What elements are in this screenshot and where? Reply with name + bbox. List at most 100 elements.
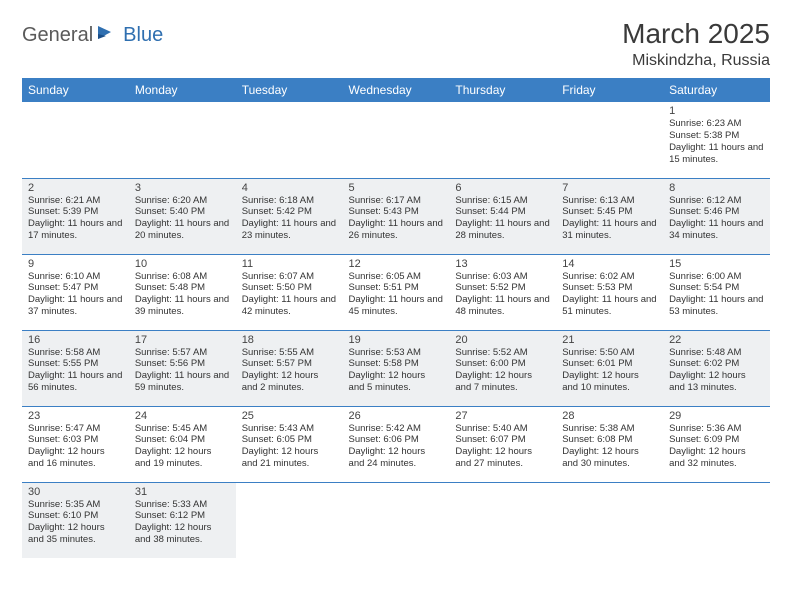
calendar-cell: 4Sunrise: 6:18 AMSunset: 5:42 PMDaylight… xyxy=(236,178,343,254)
day-number: 19 xyxy=(349,334,444,346)
sunrise-text: Sunrise: 5:48 AM xyxy=(669,347,764,359)
daylight-text: Daylight: 12 hours and 16 minutes. xyxy=(28,446,123,470)
day-info: Sunrise: 5:50 AMSunset: 6:01 PMDaylight:… xyxy=(562,347,657,395)
daylight-text: Daylight: 11 hours and 31 minutes. xyxy=(562,218,657,242)
sunset-text: Sunset: 6:10 PM xyxy=(28,510,123,522)
calendar-cell: 6Sunrise: 6:15 AMSunset: 5:44 PMDaylight… xyxy=(449,178,556,254)
weekday-header: Saturday xyxy=(663,78,770,102)
day-number: 6 xyxy=(455,182,550,194)
day-number: 3 xyxy=(135,182,230,194)
daylight-text: Daylight: 11 hours and 42 minutes. xyxy=(242,294,337,318)
daylight-text: Daylight: 11 hours and 56 minutes. xyxy=(28,370,123,394)
day-number: 10 xyxy=(135,258,230,270)
day-number: 12 xyxy=(349,258,444,270)
sunset-text: Sunset: 6:06 PM xyxy=(349,434,444,446)
calendar-cell: 11Sunrise: 6:07 AMSunset: 5:50 PMDayligh… xyxy=(236,254,343,330)
day-info: Sunrise: 5:52 AMSunset: 6:00 PMDaylight:… xyxy=(455,347,550,395)
day-number: 20 xyxy=(455,334,550,346)
day-number: 30 xyxy=(28,486,123,498)
daylight-text: Daylight: 12 hours and 5 minutes. xyxy=(349,370,444,394)
day-number: 29 xyxy=(669,410,764,422)
brand-part1: General xyxy=(22,24,93,47)
sunrise-text: Sunrise: 6:17 AM xyxy=(349,195,444,207)
day-info: Sunrise: 5:48 AMSunset: 6:02 PMDaylight:… xyxy=(669,347,764,395)
day-number: 21 xyxy=(562,334,657,346)
sunrise-text: Sunrise: 6:08 AM xyxy=(135,271,230,283)
calendar-cell: 20Sunrise: 5:52 AMSunset: 6:00 PMDayligh… xyxy=(449,330,556,406)
daylight-text: Daylight: 11 hours and 23 minutes. xyxy=(242,218,337,242)
day-number: 1 xyxy=(669,105,764,117)
calendar-cell: 2Sunrise: 6:21 AMSunset: 5:39 PMDaylight… xyxy=(22,178,129,254)
day-info: Sunrise: 5:58 AMSunset: 5:55 PMDaylight:… xyxy=(28,347,123,395)
day-number: 25 xyxy=(242,410,337,422)
sunrise-text: Sunrise: 6:23 AM xyxy=(669,118,764,130)
calendar-body: 1Sunrise: 6:23 AMSunset: 5:38 PMDaylight… xyxy=(22,102,770,558)
day-number: 5 xyxy=(349,182,444,194)
daylight-text: Daylight: 12 hours and 7 minutes. xyxy=(455,370,550,394)
daylight-text: Daylight: 12 hours and 2 minutes. xyxy=(242,370,337,394)
sunrise-text: Sunrise: 5:55 AM xyxy=(242,347,337,359)
day-info: Sunrise: 6:23 AMSunset: 5:38 PMDaylight:… xyxy=(669,118,764,166)
day-number: 26 xyxy=(349,410,444,422)
day-info: Sunrise: 5:57 AMSunset: 5:56 PMDaylight:… xyxy=(135,347,230,395)
daylight-text: Daylight: 11 hours and 26 minutes. xyxy=(349,218,444,242)
weekday-header: Wednesday xyxy=(343,78,450,102)
day-info: Sunrise: 6:07 AMSunset: 5:50 PMDaylight:… xyxy=(242,271,337,319)
calendar-row: 1Sunrise: 6:23 AMSunset: 5:38 PMDaylight… xyxy=(22,102,770,178)
calendar-cell: 21Sunrise: 5:50 AMSunset: 6:01 PMDayligh… xyxy=(556,330,663,406)
sunset-text: Sunset: 5:47 PM xyxy=(28,282,123,294)
sunrise-text: Sunrise: 6:15 AM xyxy=(455,195,550,207)
day-number: 18 xyxy=(242,334,337,346)
day-info: Sunrise: 5:45 AMSunset: 6:04 PMDaylight:… xyxy=(135,423,230,471)
calendar-cell-empty xyxy=(129,102,236,178)
sunrise-text: Sunrise: 5:36 AM xyxy=(669,423,764,435)
calendar-cell: 3Sunrise: 6:20 AMSunset: 5:40 PMDaylight… xyxy=(129,178,236,254)
calendar-cell: 17Sunrise: 5:57 AMSunset: 5:56 PMDayligh… xyxy=(129,330,236,406)
daylight-text: Daylight: 11 hours and 28 minutes. xyxy=(455,218,550,242)
weekday-row: SundayMondayTuesdayWednesdayThursdayFrid… xyxy=(22,78,770,102)
calendar-cell: 23Sunrise: 5:47 AMSunset: 6:03 PMDayligh… xyxy=(22,406,129,482)
calendar-cell-empty xyxy=(343,102,450,178)
sunset-text: Sunset: 5:39 PM xyxy=(28,206,123,218)
sunset-text: Sunset: 5:44 PM xyxy=(455,206,550,218)
calendar-cell: 19Sunrise: 5:53 AMSunset: 5:58 PMDayligh… xyxy=(343,330,450,406)
sunset-text: Sunset: 6:05 PM xyxy=(242,434,337,446)
day-number: 28 xyxy=(562,410,657,422)
sunset-text: Sunset: 5:53 PM xyxy=(562,282,657,294)
day-number: 22 xyxy=(669,334,764,346)
sunset-text: Sunset: 6:08 PM xyxy=(562,434,657,446)
day-info: Sunrise: 6:15 AMSunset: 5:44 PMDaylight:… xyxy=(455,195,550,243)
sunrise-text: Sunrise: 5:50 AM xyxy=(562,347,657,359)
calendar-cell: 14Sunrise: 6:02 AMSunset: 5:53 PMDayligh… xyxy=(556,254,663,330)
daylight-text: Daylight: 12 hours and 32 minutes. xyxy=(669,446,764,470)
sunset-text: Sunset: 6:07 PM xyxy=(455,434,550,446)
calendar-cell-empty xyxy=(556,102,663,178)
sunset-text: Sunset: 5:52 PM xyxy=(455,282,550,294)
sunset-text: Sunset: 5:50 PM xyxy=(242,282,337,294)
sunset-text: Sunset: 5:45 PM xyxy=(562,206,657,218)
daylight-text: Daylight: 11 hours and 37 minutes. xyxy=(28,294,123,318)
calendar-cell: 26Sunrise: 5:42 AMSunset: 6:06 PMDayligh… xyxy=(343,406,450,482)
sunrise-text: Sunrise: 5:35 AM xyxy=(28,499,123,511)
day-info: Sunrise: 6:02 AMSunset: 5:53 PMDaylight:… xyxy=(562,271,657,319)
calendar-cell: 25Sunrise: 5:43 AMSunset: 6:05 PMDayligh… xyxy=(236,406,343,482)
sunset-text: Sunset: 6:03 PM xyxy=(28,434,123,446)
day-info: Sunrise: 6:21 AMSunset: 5:39 PMDaylight:… xyxy=(28,195,123,243)
sunset-text: Sunset: 6:04 PM xyxy=(135,434,230,446)
weekday-header: Tuesday xyxy=(236,78,343,102)
day-info: Sunrise: 5:53 AMSunset: 5:58 PMDaylight:… xyxy=(349,347,444,395)
title-block: March 2025 Miskindzha, Russia xyxy=(622,18,770,70)
day-info: Sunrise: 6:12 AMSunset: 5:46 PMDaylight:… xyxy=(669,195,764,243)
daylight-text: Daylight: 12 hours and 27 minutes. xyxy=(455,446,550,470)
daylight-text: Daylight: 11 hours and 39 minutes. xyxy=(135,294,230,318)
calendar-cell: 31Sunrise: 5:33 AMSunset: 6:12 PMDayligh… xyxy=(129,482,236,558)
header: General Blue March 2025 Miskindzha, Russ… xyxy=(22,18,770,70)
sunset-text: Sunset: 5:58 PM xyxy=(349,358,444,370)
calendar-cell: 8Sunrise: 6:12 AMSunset: 5:46 PMDaylight… xyxy=(663,178,770,254)
calendar-cell: 1Sunrise: 6:23 AMSunset: 5:38 PMDaylight… xyxy=(663,102,770,178)
sunrise-text: Sunrise: 5:47 AM xyxy=(28,423,123,435)
sunset-text: Sunset: 6:12 PM xyxy=(135,510,230,522)
day-number: 23 xyxy=(28,410,123,422)
sunset-text: Sunset: 6:00 PM xyxy=(455,358,550,370)
day-info: Sunrise: 5:35 AMSunset: 6:10 PMDaylight:… xyxy=(28,499,123,547)
